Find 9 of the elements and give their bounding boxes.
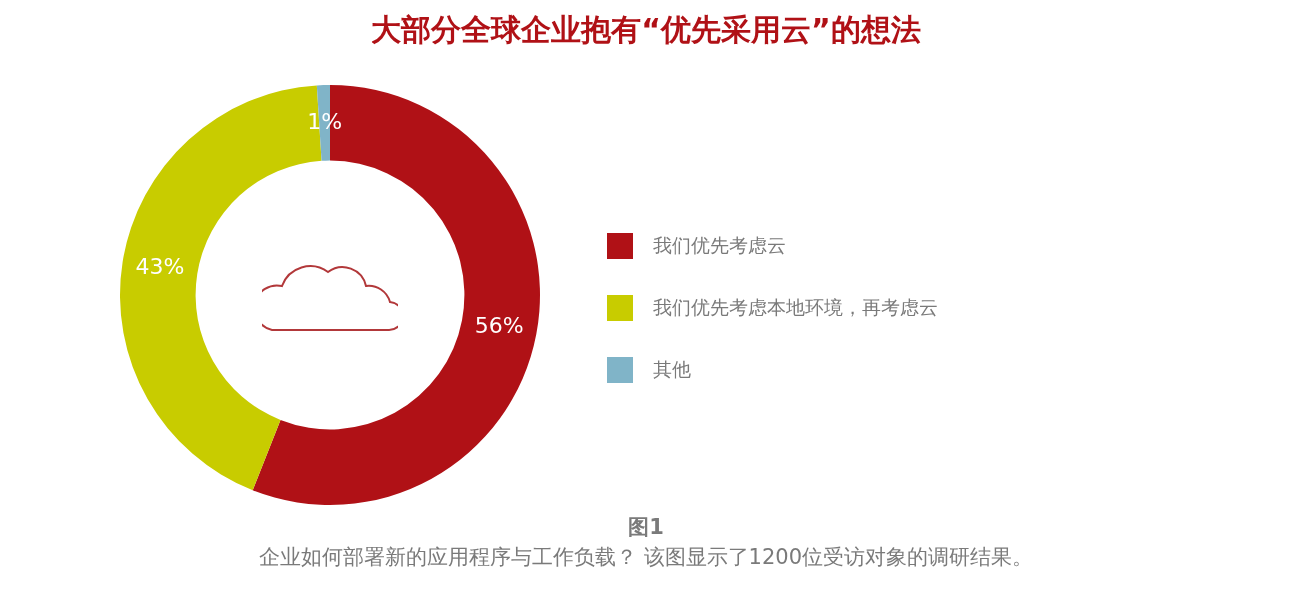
- data-label: 56%: [474, 312, 524, 338]
- legend-label: 我们优先考虑本地环境，再考虑云: [653, 295, 938, 320]
- caption: 图1: [627, 514, 665, 541]
- data-label: 43%: [135, 253, 185, 279]
- data-label: 1%: [307, 108, 343, 134]
- legend-label: 其他: [653, 357, 691, 382]
- chart-title: 大部分全球企业抱有“优先采用云”的想法: [370, 11, 922, 49]
- legend-label: 我们优先考虑云: [653, 233, 786, 258]
- text: 企业如何部署新的应用程序与工作负载？ 该图显示了1200位受访对象的调研结果。: [257, 544, 1035, 571]
